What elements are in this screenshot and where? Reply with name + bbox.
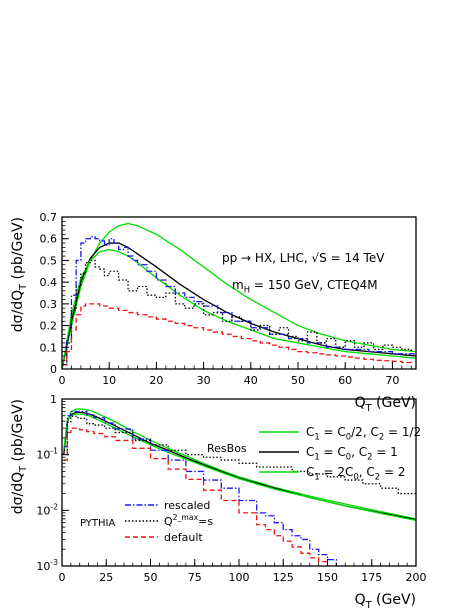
y-tick-label: 0.5 (40, 254, 58, 267)
x-axis-label: QT (GeV) (355, 395, 416, 414)
y-axis-label: dσ/dQT (pb/GeV) (10, 399, 29, 514)
legend-resbos-title: ResBos (207, 442, 247, 455)
y-tick-label: 0.2 (40, 320, 58, 333)
legend-resbos-label-1: C1 = C0, C2 = 1 (306, 445, 398, 462)
y-tick-label: 0.4 (40, 276, 58, 289)
series-line-3 (63, 410, 346, 566)
series-line-5 (63, 427, 332, 566)
x-tick-label: 60 (338, 374, 352, 387)
x-tick-label: 50 (144, 571, 158, 584)
y-tick-label: 10-2 (36, 502, 58, 517)
series-line-1 (62, 242, 416, 369)
series-line-3 (62, 235, 416, 366)
y-tick-label: 0 (50, 363, 57, 376)
y-tick-label: 0.1 (40, 341, 58, 354)
plot-frame (61, 216, 417, 370)
legend-pythia-label-0: rescaled (164, 499, 210, 512)
panel-1: 0 25 50 75 100 125 150 175 200 1 (50, 393, 427, 584)
y-tick-label: 0.6 (40, 233, 58, 246)
series-line-2 (63, 413, 416, 522)
x-tick-label: 150 (317, 571, 338, 584)
x-tick-label: 40 (244, 374, 258, 387)
series-line-5 (62, 303, 412, 366)
y-tick-label: 10-3 (36, 558, 58, 573)
y-axis-label: dσ/dQT (pb/GeV) (10, 217, 29, 332)
y-tick-label: 0.7 (40, 211, 58, 224)
x-tick-label: 70 (385, 374, 399, 387)
x-tick-label: 0 (59, 374, 66, 387)
annotation-process: pp → HX, LHC, √S = 14 TeV (222, 251, 385, 265)
legend-pythia-title: PYTHIA (80, 518, 115, 529)
y-tick-label: 1 (50, 393, 57, 406)
panel-0: 0 10 20 30 40 50 60 70 0 0.1 0.2 0.3 0.4 0.5 0.6 0.7 (40, 211, 417, 387)
series-line-2 (62, 248, 416, 369)
x-tick-label: 30 (197, 374, 211, 387)
legend-pythia-label-1: Q2_max=s (164, 513, 213, 528)
x-tick-label: 10 (102, 374, 116, 387)
series-line-4 (62, 259, 412, 366)
x-tick-label: 75 (188, 571, 202, 584)
x-tick-label: 125 (273, 571, 294, 584)
x-tick-label: 25 (99, 571, 113, 584)
legend-resbos-label-0: C1 = C0/2, C2 = 1/2 (306, 425, 421, 442)
series-line-0 (62, 222, 416, 369)
x-tick-label: 100 (229, 571, 250, 584)
x-axis-label: QT (GeV) (355, 592, 416, 610)
x-tick-label: 175 (361, 571, 382, 584)
legend-resbos-label-2: C1 = 2C0, C2 = 2 (306, 465, 405, 482)
y-tick-label: 10-1 (36, 447, 58, 462)
x-tick-label: 200 (406, 571, 427, 584)
y-tick-label: 0.3 (40, 298, 58, 311)
legend-pythia-label-2: default (164, 531, 203, 544)
annotation-mass: mH = 150 GeV, CTEQ4M (232, 278, 378, 295)
x-tick-label: 50 (291, 374, 305, 387)
x-tick-label: 0 (59, 571, 66, 584)
x-tick-label: 20 (149, 374, 163, 387)
